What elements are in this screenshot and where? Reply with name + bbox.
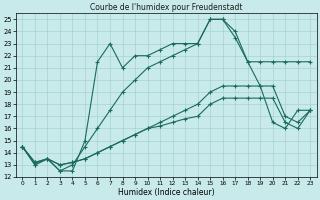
X-axis label: Humidex (Indice chaleur): Humidex (Indice chaleur) xyxy=(118,188,215,197)
Title: Courbe de l'humidex pour Freudenstadt: Courbe de l'humidex pour Freudenstadt xyxy=(90,3,243,12)
